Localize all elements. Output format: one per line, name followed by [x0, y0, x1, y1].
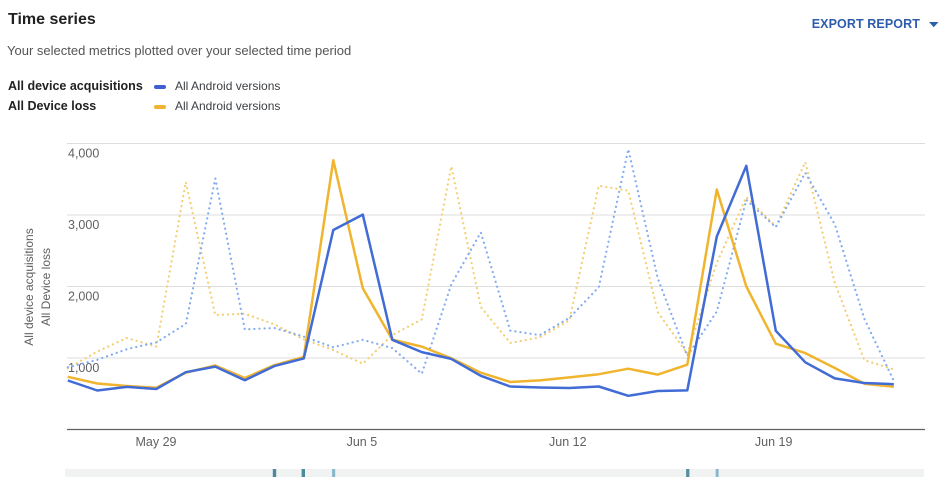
svg-text:May 29: May 29 [136, 435, 177, 449]
svg-text:Jun 19: Jun 19 [755, 435, 793, 449]
svg-text:3,000: 3,000 [68, 218, 99, 232]
svg-text:All Device loss: All Device loss [39, 248, 53, 326]
svg-text:Jun 5: Jun 5 [347, 435, 378, 449]
svg-text:1,000: 1,000 [68, 361, 99, 375]
svg-text:2,000: 2,000 [68, 290, 99, 304]
svg-text:4,000: 4,000 [68, 147, 99, 161]
svg-text:All device acquisitions: All device acquisitions [22, 228, 36, 345]
svg-text:Jun 12: Jun 12 [549, 435, 587, 449]
